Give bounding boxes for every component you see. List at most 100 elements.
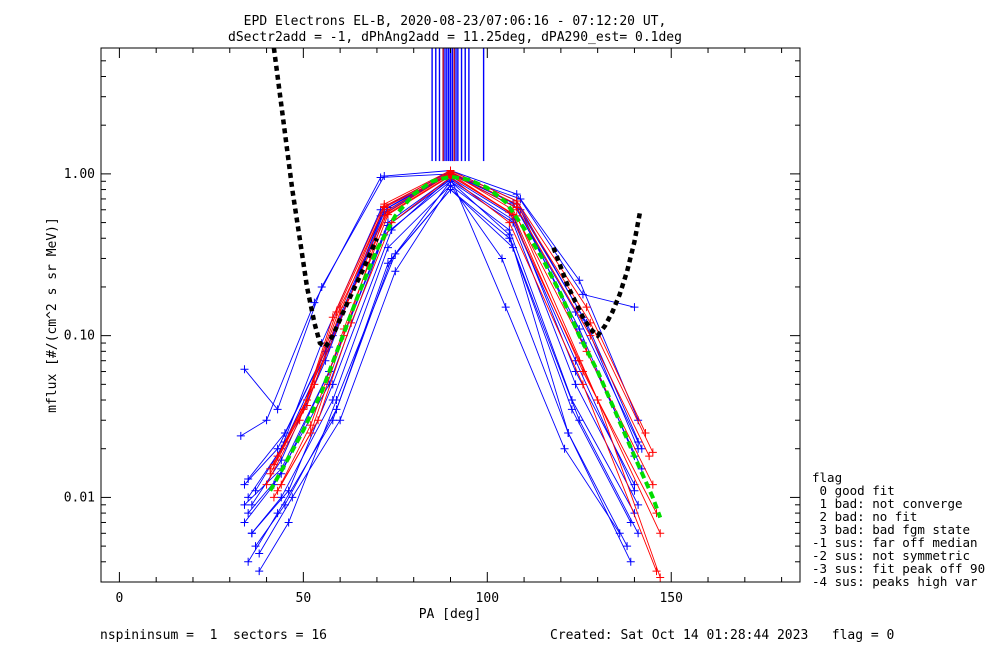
data-point	[391, 267, 400, 276]
series-line	[277, 175, 661, 578]
series-line	[258, 184, 632, 562]
data-point	[277, 480, 286, 489]
chart-title: EPD Electrons EL-B, 2020-08-23/07:06:16 …	[244, 14, 667, 29]
y-tick-label: 1.00	[64, 167, 95, 182]
fit-curve	[268, 174, 663, 519]
series-line	[244, 179, 635, 506]
y-tick-label: 0.10	[64, 329, 95, 344]
data-point	[347, 318, 356, 327]
data-point	[310, 298, 319, 307]
data-point	[564, 429, 573, 438]
data-point	[303, 401, 312, 410]
data-point	[266, 464, 275, 473]
data-point	[380, 211, 389, 220]
data-point	[328, 416, 337, 425]
data-point	[251, 486, 260, 495]
legend-title: flag	[812, 470, 842, 485]
data-point	[575, 276, 584, 285]
series-line	[247, 188, 639, 563]
data-point	[567, 405, 576, 414]
data-point	[247, 500, 256, 509]
data-point	[593, 396, 602, 405]
legend: flag 0 good fit 1 bad: not converge 2 ba…	[812, 470, 985, 589]
data-point	[240, 500, 249, 509]
data-point	[575, 416, 584, 425]
data-point	[306, 421, 315, 430]
data-point	[498, 254, 507, 263]
data-point	[328, 313, 337, 322]
data-point	[240, 518, 249, 527]
model-curve	[271, 48, 379, 351]
data-point	[648, 480, 657, 489]
data-point	[284, 486, 293, 495]
data-point	[284, 518, 293, 527]
data-point	[247, 529, 256, 538]
legend-item: 0 good fit	[812, 483, 895, 498]
data-point	[383, 210, 392, 219]
legend-item: 3 bad: bad fgm state	[812, 522, 970, 537]
x-tick-label: 0	[115, 591, 123, 606]
data-point	[262, 480, 271, 489]
data-point	[280, 429, 289, 438]
x-tick-label: 50	[296, 591, 312, 606]
data-point	[255, 567, 264, 576]
series-layer	[236, 48, 665, 582]
footer-right: Created: Sat Oct 14 01:28:44 2023 flag =…	[550, 628, 894, 643]
data-point	[652, 567, 661, 576]
data-point	[512, 200, 521, 209]
data-point	[380, 172, 389, 181]
data-point	[273, 509, 282, 518]
data-point	[648, 448, 657, 457]
legend-item: -3 sus: fit peak off 90	[812, 561, 985, 576]
data-point	[240, 480, 249, 489]
data-point	[571, 380, 580, 389]
data-point	[586, 331, 595, 340]
data-point	[277, 456, 286, 465]
series-line	[258, 180, 628, 572]
data-point	[332, 396, 341, 405]
y-tick-label: 0.01	[64, 490, 95, 505]
series-line	[240, 173, 639, 437]
data-point	[262, 416, 271, 425]
data-point	[641, 429, 650, 438]
data-point	[634, 529, 643, 538]
legend-item: -2 sus: not symmetric	[812, 548, 970, 563]
data-point	[240, 365, 249, 374]
data-point	[273, 405, 282, 414]
data-point	[516, 194, 525, 203]
legend-item: 1 bad: not converge	[812, 496, 963, 511]
data-point	[626, 557, 635, 566]
data-point	[560, 444, 569, 453]
x-axis-label: PA [deg]	[419, 607, 482, 622]
data-point	[505, 218, 514, 227]
data-point	[383, 259, 392, 268]
series-line	[244, 170, 635, 411]
data-point	[656, 529, 665, 538]
data-point	[630, 486, 639, 495]
legend-item: 2 bad: no fit	[812, 509, 917, 524]
data-point	[236, 431, 245, 440]
data-point	[288, 493, 297, 502]
axis-layer: 0 50 100 150 0.01 0.10 1.00	[64, 48, 800, 606]
data-point	[244, 557, 253, 566]
series-line	[251, 184, 635, 534]
data-point	[391, 249, 400, 258]
legend-item: -4 sus: peaks high var	[812, 574, 978, 589]
data-point	[244, 474, 253, 483]
footer-left: nspininsum = 1 sectors = 16	[100, 628, 327, 643]
model-curve	[551, 211, 643, 339]
series-line	[273, 174, 657, 514]
data-point	[634, 438, 643, 447]
series-line	[269, 171, 654, 470]
legend-item: -1 sus: far off median	[812, 535, 978, 550]
x-tick-label: 150	[659, 591, 682, 606]
data-point	[244, 493, 253, 502]
data-point	[623, 542, 632, 551]
data-point	[380, 202, 389, 211]
data-point	[501, 303, 510, 312]
data-point	[255, 549, 264, 558]
data-point	[582, 303, 591, 312]
data-point	[273, 486, 282, 495]
series-line	[277, 173, 661, 534]
